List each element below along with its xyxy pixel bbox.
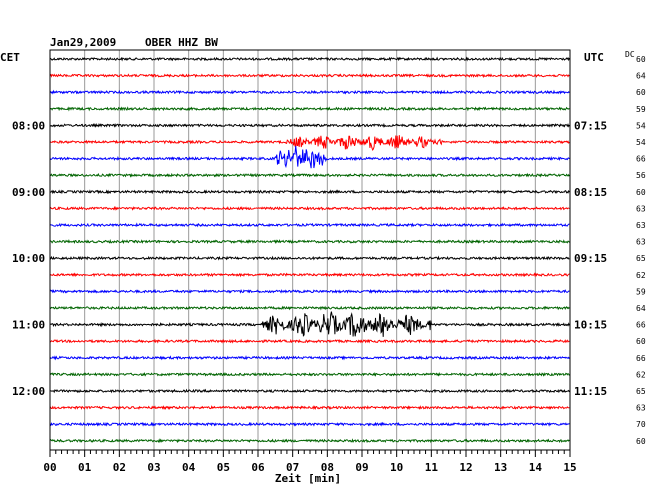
left-hour-label: 11:00 [12, 319, 45, 332]
seismic-trace [49, 122, 570, 128]
x-tick-label: 04 [182, 461, 196, 474]
dc-value: 60 [636, 88, 646, 97]
seismic-trace [49, 146, 570, 169]
x-axis-label: Zeit [min] [275, 472, 341, 485]
dc-value: 56 [636, 171, 646, 180]
dc-value: 64 [636, 304, 646, 313]
seismic-trace [49, 438, 570, 444]
right-timezone-label: UTC [584, 51, 604, 64]
dc-value: 63 [636, 204, 646, 213]
station-label: OBER HHZ BW [145, 36, 218, 49]
dc-value: 59 [636, 105, 646, 114]
x-tick-label: 14 [529, 461, 543, 474]
left-timezone-label: CET [0, 51, 20, 64]
trace-lines [49, 56, 570, 444]
seismic-trace [49, 311, 570, 337]
seismic-trace [49, 135, 570, 151]
x-tick-label: 09 [355, 461, 368, 474]
dc-value: 66 [636, 155, 646, 164]
x-tick-label: 03 [147, 461, 160, 474]
seismic-trace [49, 305, 570, 311]
seismic-trace [49, 56, 570, 62]
x-axis-ticks: 00 01 02 03 04 05 06 07 08 09 10 11 12 13 14 15 [43, 450, 577, 474]
seismic-trace [49, 73, 570, 79]
x-tick-label: 13 [494, 461, 507, 474]
dc-value: 60 [636, 55, 646, 64]
dc-value: 66 [636, 321, 646, 330]
dc-value: 63 [636, 238, 646, 247]
hour-labels: 08:00 09:00 10:00 11:00 12:00 07:15 08:15 09:15… [12, 119, 607, 398]
seismic-trace [49, 255, 570, 261]
seismic-trace [49, 239, 570, 245]
dc-value: 54 [636, 138, 646, 147]
right-hour-label: 08:15 [574, 186, 607, 199]
x-tick-label: 02 [113, 461, 126, 474]
seismic-trace [49, 338, 570, 344]
x-tick-label: 06 [251, 461, 265, 474]
left-hour-label: 10:00 [12, 252, 45, 265]
x-tick-label: 01 [78, 461, 92, 474]
dc-value: 62 [636, 271, 646, 280]
x-tick-label: 08 [321, 461, 334, 474]
dc-value: 63 [636, 404, 646, 413]
dc-values: 60 64 60 59 54 54 66 56 60 63 63 63 65 62 59 64 66 60 66 62… [636, 55, 646, 446]
grid [84, 50, 536, 450]
left-hour-label: 12:00 [12, 385, 45, 398]
seismic-trace [49, 172, 570, 178]
seismic-trace [49, 272, 570, 278]
dc-value: 60 [636, 337, 646, 346]
seismic-trace [50, 388, 570, 394]
x-tick-label: 12 [459, 461, 472, 474]
x-tick-label: 11 [425, 461, 439, 474]
x-tick-label: 15 [563, 461, 576, 474]
dc-value: 66 [636, 354, 646, 363]
x-tick-label: 05 [217, 461, 230, 474]
seismic-trace [49, 405, 570, 411]
x-tick-label: 10 [390, 461, 403, 474]
dc-value: 64 [636, 72, 646, 81]
seismic-trace [49, 89, 570, 95]
right-hour-label: 07:15 [574, 119, 607, 132]
dc-value: 54 [636, 121, 646, 130]
x-tick-label: 00 [43, 461, 56, 474]
dc-value: 70 [636, 420, 646, 429]
dc-value: 63 [636, 221, 646, 230]
dc-value: 60 [636, 188, 646, 197]
date-label: Jan29,2009 [50, 36, 116, 49]
seismic-trace [49, 222, 570, 228]
seismic-trace [49, 205, 570, 211]
left-hour-label: 08:00 [12, 119, 45, 132]
dc-value: 60 [636, 437, 646, 446]
right-hour-label: 10:15 [574, 319, 607, 332]
seismic-trace [49, 106, 570, 112]
left-hour-label: 09:00 [12, 186, 45, 199]
seismic-trace [49, 355, 570, 361]
seismic-trace [49, 371, 570, 377]
dc-header-label: DC [625, 50, 635, 59]
seismic-trace [49, 421, 570, 427]
dc-value: 62 [636, 370, 646, 379]
dc-value: 65 [636, 254, 646, 263]
right-hour-label: 09:15 [574, 252, 607, 265]
seismic-trace [49, 189, 570, 195]
dc-value: 65 [636, 387, 646, 396]
x-tick-label: 07 [286, 461, 299, 474]
right-hour-label: 11:15 [574, 385, 607, 398]
seismic-trace [49, 288, 570, 294]
dc-value: 59 [636, 287, 646, 296]
